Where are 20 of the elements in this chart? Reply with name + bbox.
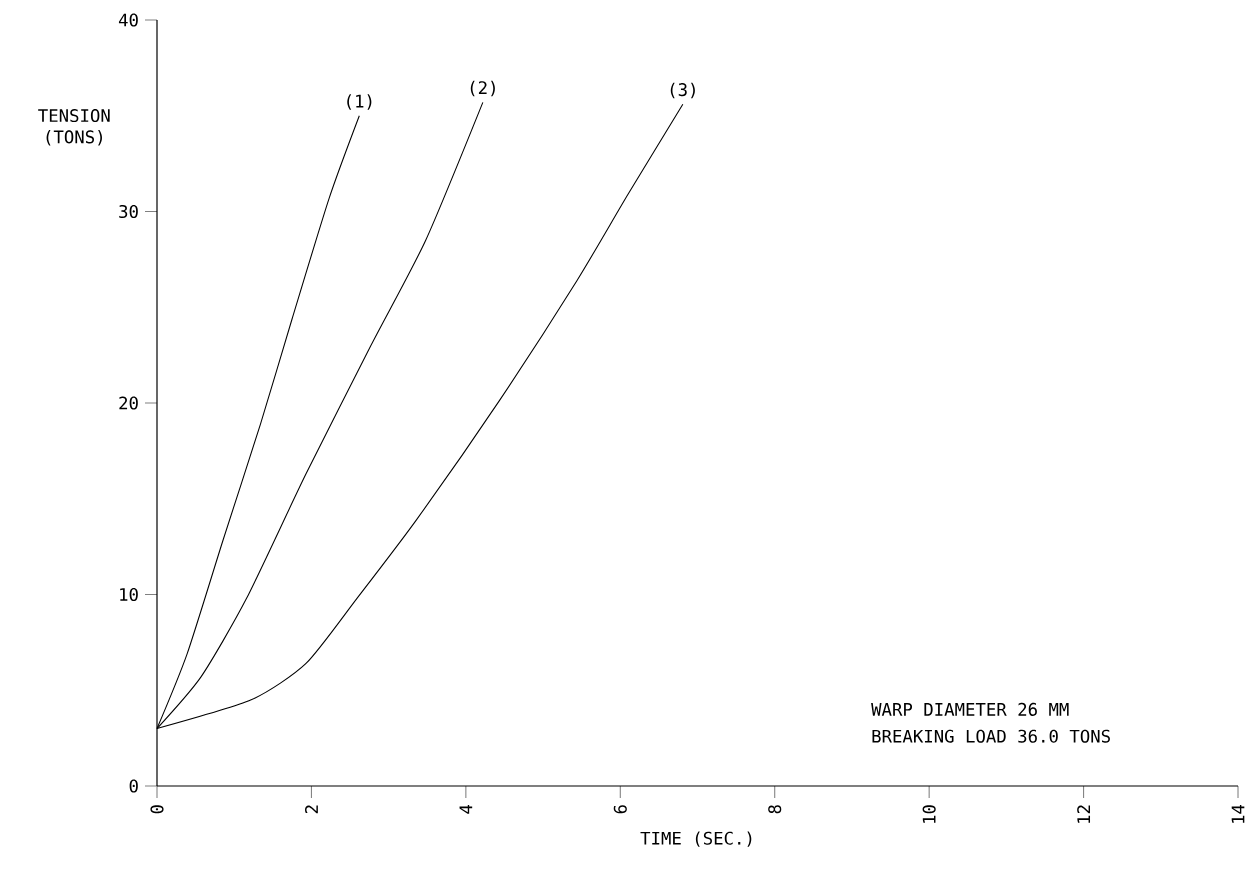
x-tick-label: 6 bbox=[613, 805, 627, 814]
x-tick-label: 0 bbox=[150, 805, 164, 814]
x-tick-label: 14 bbox=[1231, 804, 1245, 823]
x-tick-label: 10 bbox=[922, 805, 936, 823]
y-tick-label: 30 bbox=[119, 204, 138, 219]
annotation: BREAKING LOAD 36.0 TONS bbox=[872, 729, 1110, 743]
x-axis-title: TIME (SEC.) bbox=[640, 831, 752, 847]
x-tick-label: 8 bbox=[768, 805, 782, 814]
x-tick-label: 4 bbox=[459, 804, 473, 814]
series-label: (2) bbox=[470, 80, 495, 97]
y-tick-label: 40 bbox=[118, 13, 138, 27]
annotation: WARP DIAMETER 26 MM bbox=[871, 702, 1069, 716]
y-tick-label: 10 bbox=[120, 587, 138, 602]
series-label: (3) bbox=[670, 82, 695, 99]
y-tick-label: 20 bbox=[119, 396, 138, 410]
y-tick-label: 0 bbox=[129, 779, 138, 793]
x-tick-label: 2 bbox=[305, 805, 318, 814]
y-axis-title: TENSION (TONS) bbox=[38, 109, 110, 146]
series-label: (1) bbox=[347, 94, 372, 110]
x-tick-label: 12 bbox=[1077, 805, 1091, 823]
